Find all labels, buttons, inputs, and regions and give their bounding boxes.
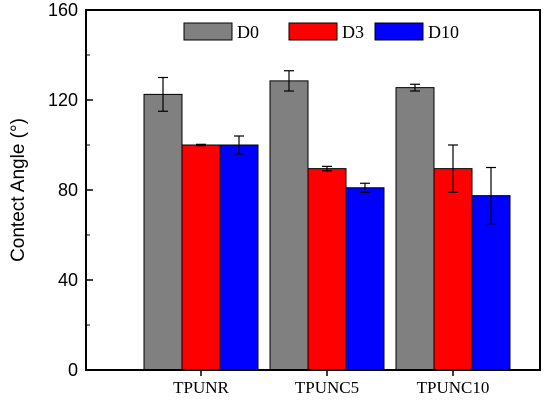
legend: D0 D3 D10 bbox=[183, 22, 459, 42]
y-tick-label: 40 bbox=[58, 270, 78, 290]
bar-D10-TPUNC10 bbox=[471, 195, 511, 371]
legend-swatch-D10 bbox=[374, 22, 424, 41]
y-axis-label: Contect Angle (°) bbox=[8, 118, 29, 262]
x-tick-label: TPUNC5 bbox=[295, 378, 359, 397]
bars-layer bbox=[143, 80, 511, 371]
y-tick-label: 80 bbox=[58, 180, 78, 200]
y-tick-label: 120 bbox=[48, 90, 78, 110]
x-axis-ticks: TPUNR TPUNC5 TPUNC10 bbox=[173, 370, 489, 397]
bar-D3-TPUNC10 bbox=[433, 168, 473, 371]
legend-label-D10: D10 bbox=[428, 22, 459, 42]
legend-swatch-D3 bbox=[288, 22, 338, 41]
y-tick-label: 0 bbox=[68, 360, 78, 380]
legend-swatch-D0 bbox=[183, 22, 233, 41]
error-bars-layer bbox=[158, 70, 496, 225]
bar-D0-TPUNC5 bbox=[269, 80, 309, 371]
x-tick-label: TPUNR bbox=[173, 378, 229, 397]
bar-D3-TPUNR bbox=[181, 144, 221, 371]
y-tick-label: 160 bbox=[48, 0, 78, 20]
bar-D10-TPUNR bbox=[219, 144, 259, 371]
legend-label-D0: D0 bbox=[237, 22, 259, 42]
bar-D10-TPUNC5 bbox=[345, 187, 385, 371]
legend-label-D3: D3 bbox=[342, 22, 364, 42]
x-tick-label: TPUNC10 bbox=[417, 378, 490, 397]
y-axis-ticks: 0 40 80 120 160 bbox=[48, 0, 93, 380]
bar-D0-TPUNC10 bbox=[395, 87, 435, 371]
bar-D0-TPUNR bbox=[143, 93, 183, 371]
bar-D3-TPUNC5 bbox=[307, 168, 347, 371]
